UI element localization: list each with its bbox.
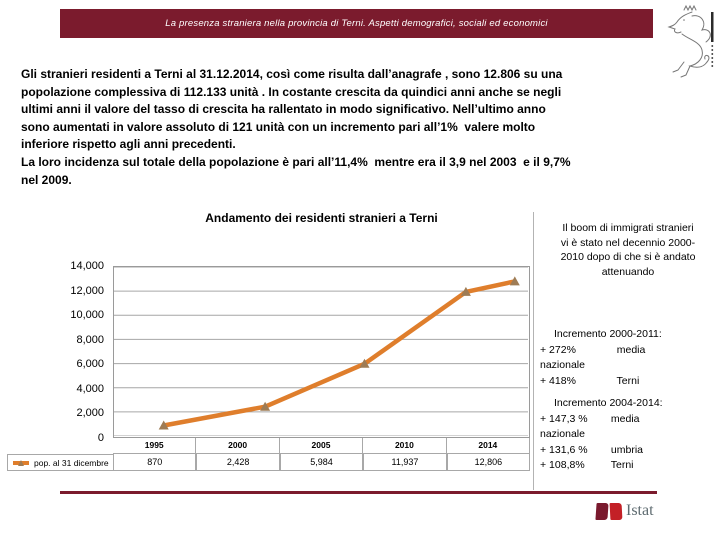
y-axis: 14,000 12,000 10,000 8,000 6,000 4,000 2,000 0 [38, 260, 104, 444]
annotation-increment-line: nazionale [540, 359, 585, 371]
table-value-cell: 5,984 [279, 454, 364, 471]
istat-logo: Istat [595, 502, 654, 520]
annotation-increment-title: Incremento 2000-2011: [554, 328, 662, 340]
table-value-cell: 870 [113, 454, 197, 471]
body-text-line: La loro incidenza sul totale della popol… [21, 154, 571, 169]
chart-plot-area [113, 266, 530, 438]
x-axis: 1995 2000 2005 2010 2014 [113, 438, 531, 454]
series-legend-marker-icon [13, 459, 29, 466]
annotation-increment-line: nazionale [540, 428, 585, 440]
annotation-increment-2000-2011: Incremento 2000-2011: + 272% media nazio… [540, 327, 718, 389]
line-chart [114, 267, 528, 436]
table-value-cell: 12,806 [446, 454, 531, 471]
data-table-row: pop. al 31 dicembre 870 2,428 5,984 11,9… [7, 454, 531, 471]
y-axis-tick-label: 8,000 [76, 333, 104, 346]
x-axis-category-label: 2010 [363, 438, 447, 454]
y-axis-tick-label: 14,000 [70, 260, 104, 272]
body-text-line: inferiore rispetto agli anni precedenti. [21, 137, 236, 152]
y-axis-tick-label: 12,000 [70, 284, 104, 297]
table-values: 870 2,428 5,984 11,937 12,806 [113, 454, 531, 471]
body-text-line: sono aumentati in valore assoluto di 121… [21, 119, 536, 134]
header-bar: La presenza straniera nella provincia di… [60, 9, 653, 38]
body-text-line: popolazione complessiva di 112.133 unità… [21, 84, 562, 99]
y-axis-tick-label: 6,000 [76, 358, 104, 371]
y-axis-tick-label: 0 [97, 432, 104, 444]
body-text-line: ultimi anni il valore del tasso di cresc… [21, 102, 546, 117]
y-axis-tick-label: 4,000 [76, 382, 104, 395]
crown-icon [683, 4, 697, 12]
y-axis-tick-label: 2,000 [76, 407, 104, 420]
annotation-boom-line: attenuando [601, 265, 655, 278]
annotation-boom-line: vi è stato nel decennio 2000- [560, 236, 696, 249]
body-text-line: nel 2009. [21, 172, 72, 187]
istat-logo-red-book-icon [609, 502, 623, 520]
chart-object-right-border [533, 212, 534, 490]
x-axis-category-label: 2000 [196, 438, 280, 454]
annotation-boom-line: Il boom di immigrati stranieri [562, 222, 694, 234]
body-text: Gli stranieri residenti a Terni al 31.12… [21, 66, 571, 189]
legend-cell: pop. al 31 dicembre [7, 454, 113, 471]
series-legend-label: pop. al 31 dicembre [34, 457, 109, 468]
istat-logo-dark-book-icon [595, 502, 609, 520]
header-title: La presenza straniera nella provincia di… [165, 18, 548, 29]
annotation-boom-line: 2010 dopo di che si è andato [560, 251, 696, 263]
annotation-increment-line: + 418% Terni [540, 374, 640, 387]
crest-micro-text [711, 45, 714, 67]
x-axis-category-label: 2014 [446, 438, 531, 454]
body-text-line: Gli stranieri residenti a Terni al 31.12… [21, 67, 563, 81]
annotation-increment-line: + 108,8% Terni [540, 459, 634, 471]
x-axis-category-label: 1995 [113, 438, 197, 454]
annotation-increment-line: + 272% media [540, 343, 646, 356]
annotation-increment-line: + 131,6 % umbria [540, 443, 644, 456]
annotation-increment-line: + 147,3 % media [540, 412, 640, 425]
annotation-increment-title: Incremento 2004-2014: [554, 397, 663, 409]
crest-banner-bar [711, 12, 714, 42]
y-axis-tick-label: 10,000 [70, 309, 104, 322]
x-axis-category-label: 2005 [279, 438, 364, 454]
table-value-cell: 2,428 [196, 454, 280, 471]
annotation-boom: Il boom di immigrati stranieri vi è stat… [538, 221, 718, 279]
chart-title: Andamento dei residenti stranieri a Tern… [205, 211, 438, 225]
footer-divider-line [60, 491, 657, 494]
provincia-terni-crest-icon [667, 4, 714, 78]
istat-logo-label: Istat [626, 502, 654, 519]
table-value-cell: 11,937 [363, 454, 447, 471]
annotation-increment-2004-2014: Incremento 2004-2014: + 147,3 % media na… [540, 396, 718, 474]
